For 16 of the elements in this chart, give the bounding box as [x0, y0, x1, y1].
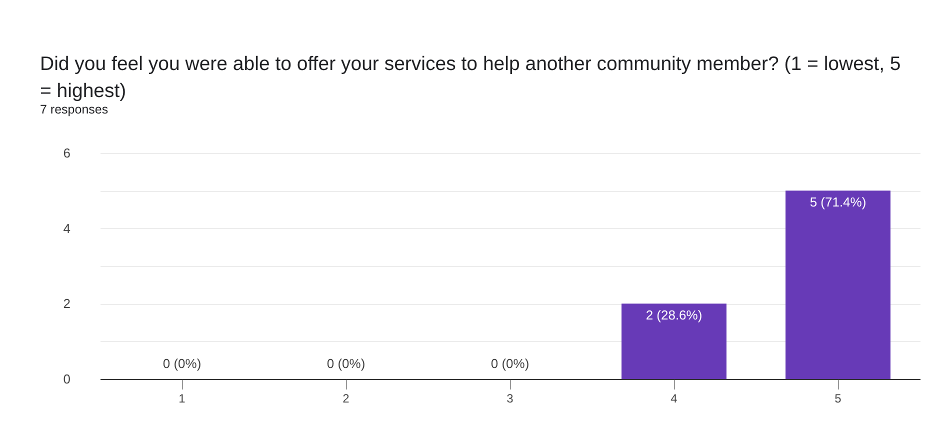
chart-subtitle: 7 responses: [40, 102, 108, 116]
x-tick-label: 2: [342, 392, 350, 406]
y-tick-label: 4: [63, 220, 70, 236]
x-tick-label: 3: [506, 392, 514, 406]
data-label: 5 (71.4%): [810, 194, 866, 210]
data-label: 2 (28.6%): [646, 308, 702, 323]
x-tick-label: 1: [178, 392, 186, 406]
chart-title: Did you feel you were able to offer your services to help another community member? (1 = lowest, 5 = highest): [40, 53, 901, 102]
data-label: 0 (0%): [326, 356, 366, 371]
x-tick-label: 4: [670, 392, 678, 406]
y-tick-label: 6: [63, 146, 70, 160]
y-tick-label: 0: [63, 372, 70, 386]
x-tick-label: 5: [834, 392, 842, 406]
data-label: 0 (0%): [162, 356, 202, 371]
y-tick-label: 2: [63, 296, 70, 312]
data-label: 0 (0%): [490, 356, 530, 371]
